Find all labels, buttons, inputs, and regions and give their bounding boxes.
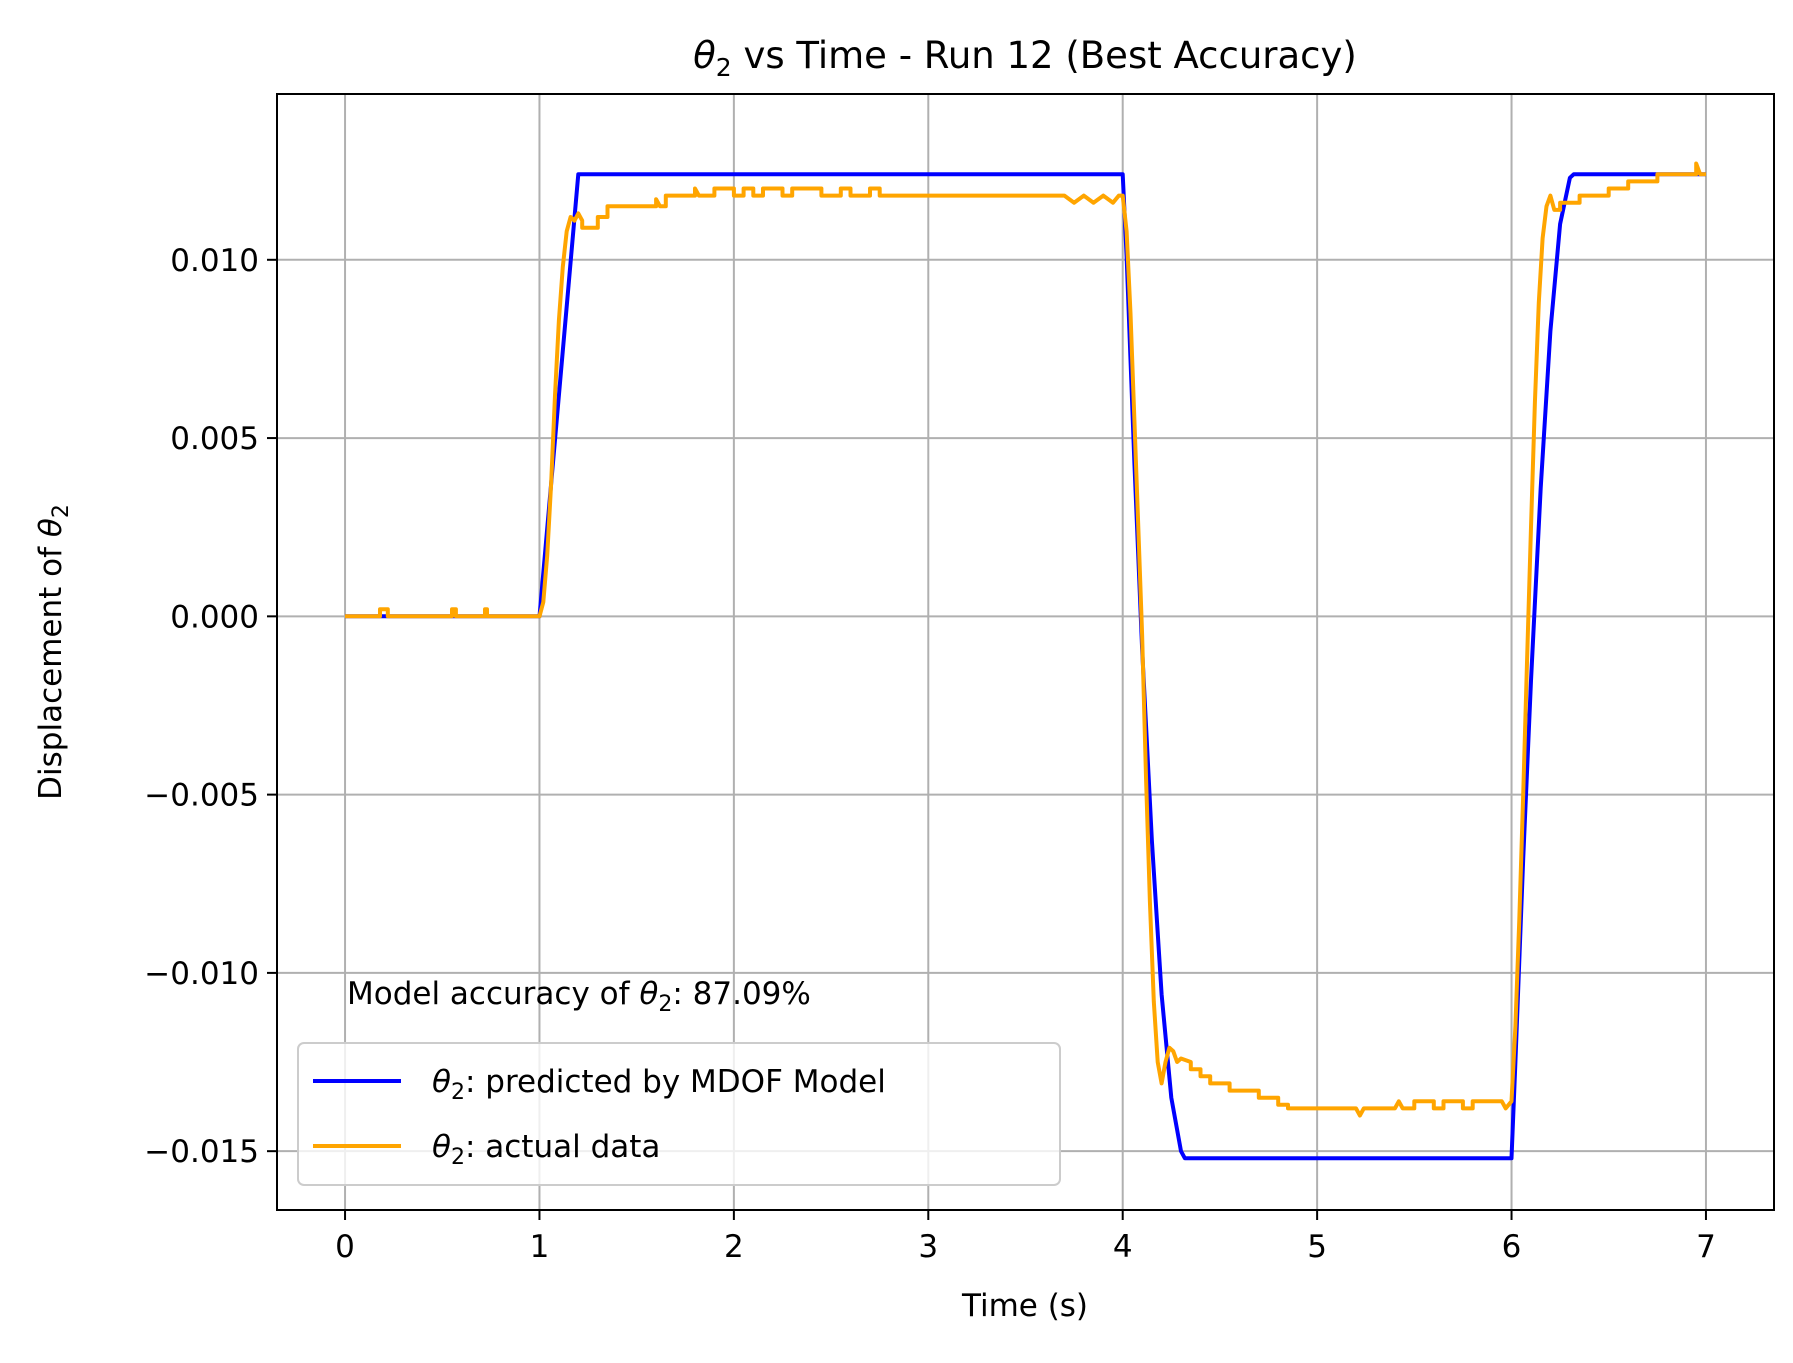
x-tick-label: 3	[918, 1229, 938, 1265]
accuracy-annotation: Model accuracy of θ2: 87.09%	[347, 976, 811, 1017]
legend-label-predicted: θ2: predicted by MDOF Model	[432, 1064, 886, 1105]
chart-title: θ2 vs Time - Run 12 (Best Accuracy)	[693, 34, 1357, 82]
x-tick-label: 5	[1307, 1229, 1327, 1265]
y-tick-label: −0.005	[144, 778, 259, 814]
series-line-predicted	[345, 172, 1706, 1161]
x-tick-label: 1	[530, 1229, 550, 1265]
y-axis-label: Displacement of θ2	[33, 504, 74, 800]
x-axis: 0 1 2 3 4 5 6 7	[335, 1210, 1716, 1265]
x-axis-label: Time (s)	[961, 1288, 1088, 1324]
x-tick-label: 4	[1113, 1229, 1133, 1265]
series-line-actual	[345, 161, 1706, 1118]
y-tick-label: −0.010	[144, 956, 259, 992]
y-tick-label: 0.010	[170, 243, 259, 279]
series-layer	[345, 161, 1706, 1161]
y-tick-label: 0.005	[170, 421, 259, 457]
y-tick-label: −0.015	[144, 1134, 259, 1170]
plot-frame	[276, 93, 1775, 1211]
legend-label-actual: θ2: actual data	[432, 1129, 660, 1170]
legend-box	[297, 1042, 1061, 1186]
x-tick-label: 7	[1696, 1229, 1716, 1265]
x-tick-label: 6	[1502, 1229, 1522, 1265]
legend: θ2: predicted by MDOF Model θ2: actual d…	[297, 1042, 1061, 1186]
y-axis: 0.010 0.005 0.000 −0.005 −0.010 −0.015	[144, 243, 277, 1170]
x-tick-label: 0	[335, 1229, 355, 1265]
y-tick-label: 0.000	[170, 599, 259, 635]
x-tick-label: 2	[724, 1229, 744, 1265]
